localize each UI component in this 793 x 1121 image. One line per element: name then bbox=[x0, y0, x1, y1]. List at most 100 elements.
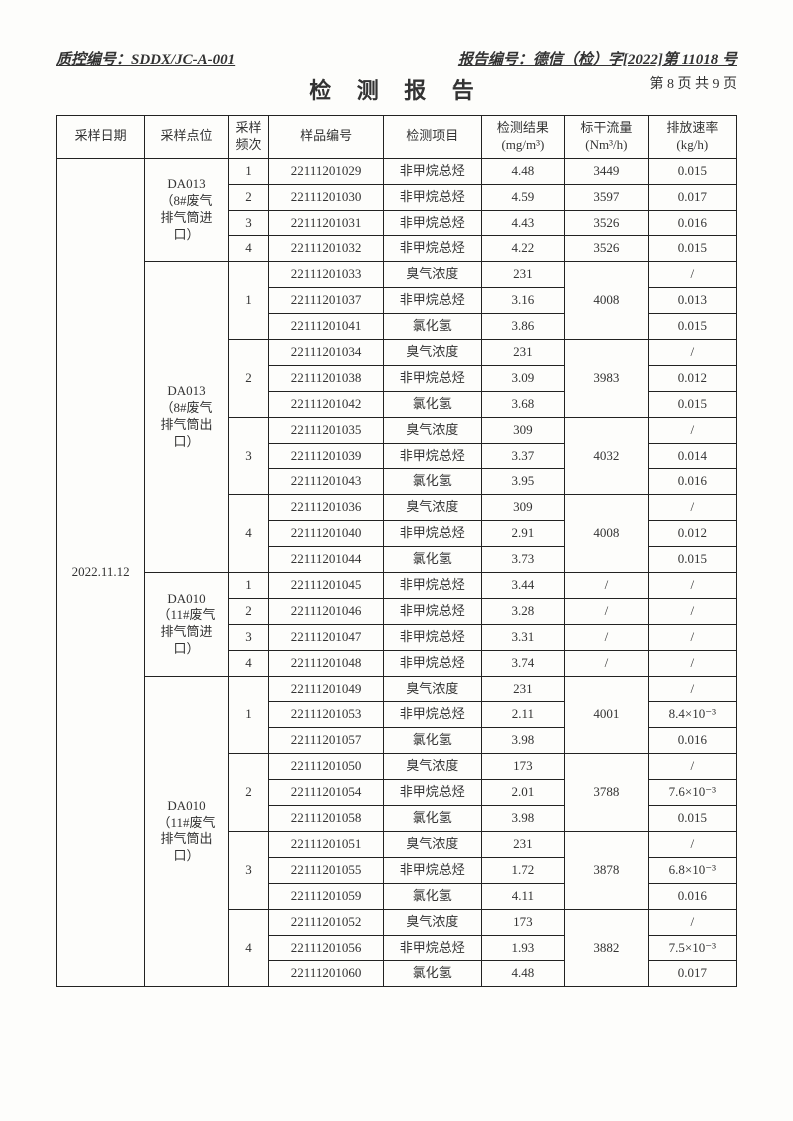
sample-cell: 22111201058 bbox=[269, 806, 384, 832]
rate-cell: 0.015 bbox=[648, 314, 736, 340]
result-cell: 3.74 bbox=[481, 650, 565, 676]
freq-cell: 1 bbox=[228, 676, 269, 754]
item-cell: 非甲烷总烃 bbox=[383, 598, 481, 624]
result-cell: 1.93 bbox=[481, 935, 565, 961]
item-cell: 氯化氢 bbox=[383, 469, 481, 495]
item-cell: 氯化氢 bbox=[383, 961, 481, 987]
rate-cell: 8.4×10⁻³ bbox=[648, 702, 736, 728]
sample-cell: 22111201046 bbox=[269, 598, 384, 624]
sample-cell: 22111201041 bbox=[269, 314, 384, 340]
freq-cell: 4 bbox=[228, 909, 269, 987]
sample-cell: 22111201040 bbox=[269, 521, 384, 547]
item-cell: 非甲烷总烃 bbox=[383, 365, 481, 391]
sample-cell: 22111201031 bbox=[269, 210, 384, 236]
rate-cell: / bbox=[648, 340, 736, 366]
rate-cell: / bbox=[648, 495, 736, 521]
result-cell: 3.28 bbox=[481, 598, 565, 624]
flow-cell: 3597 bbox=[565, 184, 649, 210]
freq-cell: 1 bbox=[228, 262, 269, 340]
result-cell: 1.72 bbox=[481, 857, 565, 883]
flow-cell: 3788 bbox=[565, 754, 649, 832]
rate-cell: 0.012 bbox=[648, 521, 736, 547]
sample-cell: 22111201057 bbox=[269, 728, 384, 754]
sample-cell: 22111201055 bbox=[269, 857, 384, 883]
sample-cell: 22111201054 bbox=[269, 780, 384, 806]
item-cell: 氯化氢 bbox=[383, 314, 481, 340]
location-cell: DA010（11#废气排气筒出口） bbox=[145, 676, 229, 987]
flow-cell: / bbox=[565, 573, 649, 599]
report-number: 报告编号：德信（检）字[2022]第 11018 号 bbox=[458, 48, 737, 69]
item-cell: 非甲烷总烃 bbox=[383, 158, 481, 184]
freq-cell: 1 bbox=[228, 573, 269, 599]
rate-cell: / bbox=[648, 650, 736, 676]
col-date: 采样日期 bbox=[57, 116, 145, 159]
location-cell: DA010（11#废气排气筒进口） bbox=[145, 573, 229, 677]
item-cell: 臭气浓度 bbox=[383, 495, 481, 521]
rate-cell: 0.015 bbox=[648, 806, 736, 832]
header-line: 质控编号：SDDX/JC-A-001 报告编号：德信（检）字[2022]第 11… bbox=[56, 48, 737, 69]
sample-cell: 22111201048 bbox=[269, 650, 384, 676]
result-cell: 2.11 bbox=[481, 702, 565, 728]
result-cell: 231 bbox=[481, 262, 565, 288]
rate-cell: / bbox=[648, 262, 736, 288]
result-cell: 309 bbox=[481, 417, 565, 443]
item-cell: 氯化氢 bbox=[383, 806, 481, 832]
result-cell: 231 bbox=[481, 676, 565, 702]
rate-cell: 0.012 bbox=[648, 365, 736, 391]
col-flow: 标干流量(Nm³/h) bbox=[565, 116, 649, 159]
sample-cell: 22111201045 bbox=[269, 573, 384, 599]
result-cell: 3.95 bbox=[481, 469, 565, 495]
sample-cell: 22111201044 bbox=[269, 547, 384, 573]
freq-cell: 4 bbox=[228, 650, 269, 676]
sample-cell: 22111201051 bbox=[269, 831, 384, 857]
item-cell: 臭气浓度 bbox=[383, 417, 481, 443]
result-cell: 3.73 bbox=[481, 547, 565, 573]
item-cell: 非甲烷总烃 bbox=[383, 702, 481, 728]
flow-cell: / bbox=[565, 598, 649, 624]
item-cell: 非甲烷总烃 bbox=[383, 780, 481, 806]
freq-cell: 4 bbox=[228, 236, 269, 262]
sample-cell: 22111201036 bbox=[269, 495, 384, 521]
item-cell: 非甲烷总烃 bbox=[383, 573, 481, 599]
item-cell: 氯化氢 bbox=[383, 883, 481, 909]
result-cell: 2.01 bbox=[481, 780, 565, 806]
col-res: 检测结果(mg/m³) bbox=[481, 116, 565, 159]
item-cell: 非甲烷总烃 bbox=[383, 236, 481, 262]
result-cell: 3.44 bbox=[481, 573, 565, 599]
report-page: 质控编号：SDDX/JC-A-001 报告编号：德信（检）字[2022]第 11… bbox=[0, 0, 793, 1121]
item-cell: 臭气浓度 bbox=[383, 831, 481, 857]
result-cell: 3.09 bbox=[481, 365, 565, 391]
freq-cell: 2 bbox=[228, 184, 269, 210]
rate-cell: 0.017 bbox=[648, 184, 736, 210]
sample-cell: 22111201035 bbox=[269, 417, 384, 443]
freq-cell: 1 bbox=[228, 158, 269, 184]
col-rate: 排放速率(kg/h) bbox=[648, 116, 736, 159]
rate-cell: / bbox=[648, 676, 736, 702]
sample-cell: 22111201060 bbox=[269, 961, 384, 987]
rate-cell: 0.017 bbox=[648, 961, 736, 987]
flow-cell: 4008 bbox=[565, 495, 649, 573]
sample-cell: 22111201039 bbox=[269, 443, 384, 469]
table-header-row: 采样日期 采样点位 采样频次 样品编号 检测项目 检测结果(mg/m³) 标干流… bbox=[57, 116, 737, 159]
item-cell: 非甲烷总烃 bbox=[383, 857, 481, 883]
item-cell: 非甲烷总烃 bbox=[383, 443, 481, 469]
freq-cell: 2 bbox=[228, 754, 269, 832]
result-cell: 231 bbox=[481, 831, 565, 857]
flow-cell: 3449 bbox=[565, 158, 649, 184]
col-samp: 样品编号 bbox=[269, 116, 384, 159]
rate-cell: / bbox=[648, 573, 736, 599]
data-table: 采样日期 采样点位 采样频次 样品编号 检测项目 检测结果(mg/m³) 标干流… bbox=[56, 115, 737, 987]
result-cell: 4.43 bbox=[481, 210, 565, 236]
rate-cell: / bbox=[648, 831, 736, 857]
col-freq: 采样频次 bbox=[228, 116, 269, 159]
flow-cell: 4008 bbox=[565, 262, 649, 340]
rate-cell: 0.015 bbox=[648, 547, 736, 573]
flow-cell: 3878 bbox=[565, 831, 649, 909]
sample-cell: 22111201033 bbox=[269, 262, 384, 288]
rate-cell: 0.016 bbox=[648, 883, 736, 909]
result-cell: 3.16 bbox=[481, 288, 565, 314]
result-cell: 4.59 bbox=[481, 184, 565, 210]
date-cell: 2022.11.12 bbox=[57, 158, 145, 987]
item-cell: 臭气浓度 bbox=[383, 262, 481, 288]
result-cell: 3.37 bbox=[481, 443, 565, 469]
